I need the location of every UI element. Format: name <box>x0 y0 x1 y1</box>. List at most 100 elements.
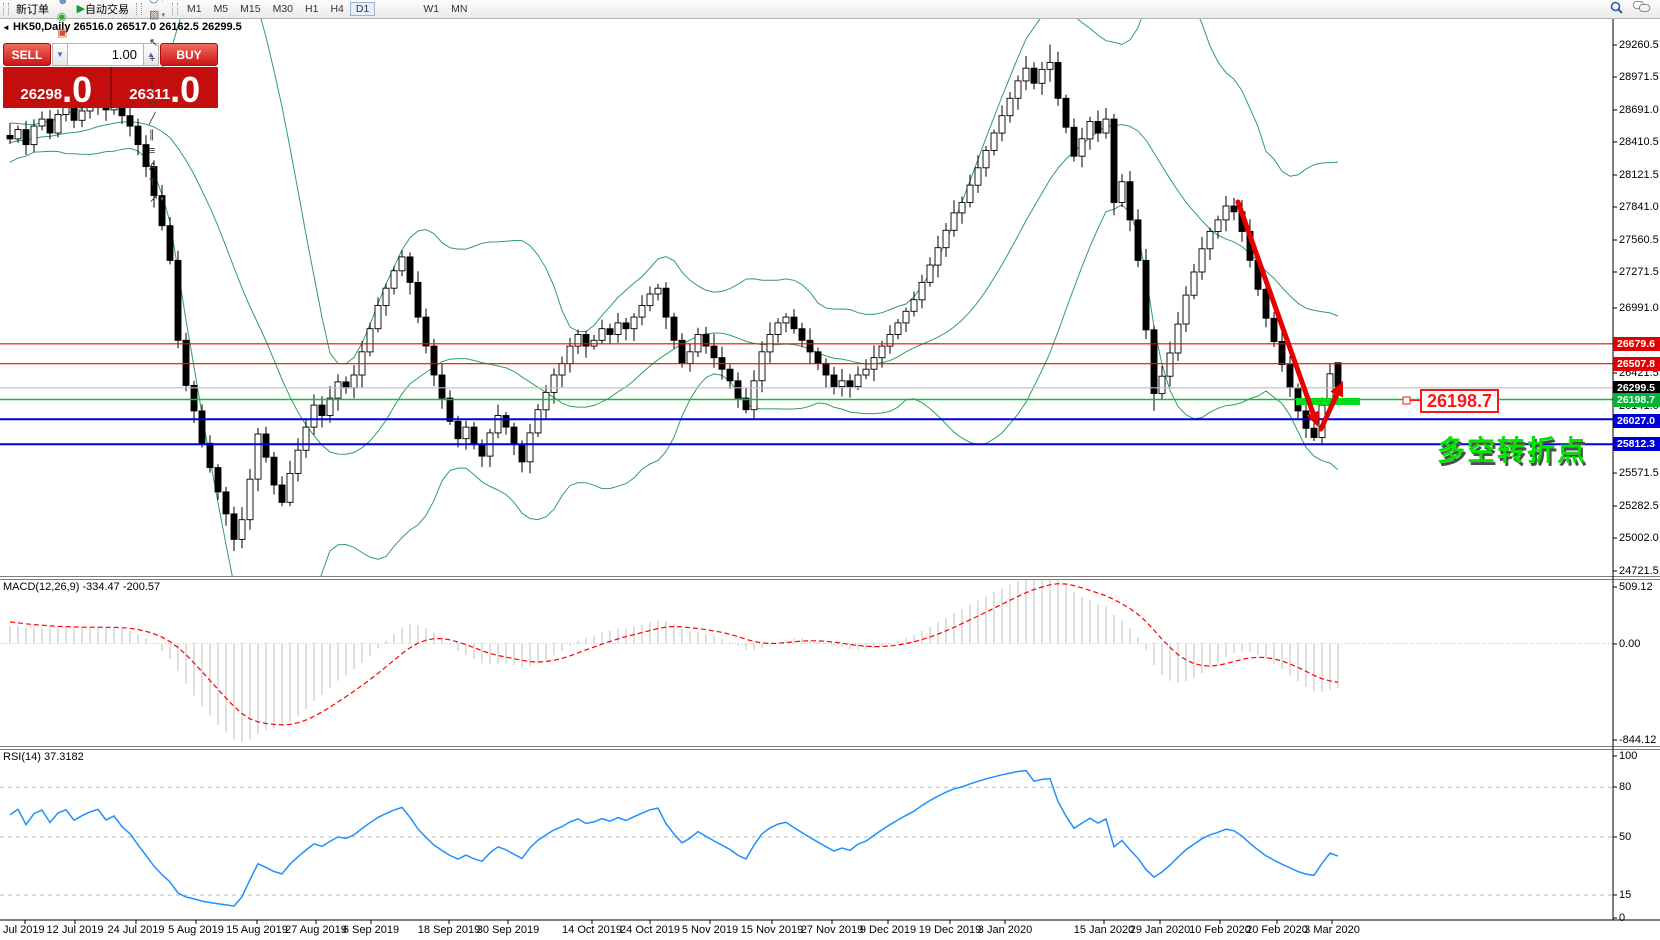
volume-decrease-button[interactable]: ▼ <box>52 43 68 66</box>
dropdown-arrow-icon[interactable]: ▾ <box>161 12 165 19</box>
price-axis-label: 24721.5 <box>1619 565 1659 577</box>
periods-icon[interactable]: ◷▾ <box>145 0 169 7</box>
buy-price-frac: .0 <box>170 69 201 111</box>
time-axis-label: 5 Aug 2019 <box>168 924 224 936</box>
toolbar-grip[interactable] <box>136 3 143 15</box>
periods-icon: ◷ <box>149 0 159 7</box>
channel-icon: ∥ <box>149 129 155 141</box>
trend-arrow-down[interactable] <box>1235 199 1320 427</box>
vline-icon: │ <box>149 81 156 93</box>
rsi-axis-label: 15 <box>1619 889 1632 901</box>
timeframe-mn-button[interactable]: MN <box>451 2 468 15</box>
sell-price[interactable]: 26298.0 <box>3 67 110 108</box>
label-icon[interactable]: T <box>145 175 169 191</box>
price-axis-label: 28971.5 <box>1619 71 1659 83</box>
time-axis-label: 27 Nov 2019 <box>800 924 864 936</box>
sell-button[interactable]: SELL <box>3 43 51 66</box>
crosshair-icon[interactable]: + <box>145 51 169 67</box>
dropdown-arrow-icon[interactable]: ▾ <box>160 196 164 203</box>
time-axis-label: 24 Oct 2019 <box>620 924 680 936</box>
timeframe-h4-button[interactable]: H4 <box>330 2 344 15</box>
time-axis-label: 27 Aug 2019 <box>285 924 347 936</box>
crosshair-icon: + <box>149 53 156 65</box>
candles-layer <box>6 44 1342 551</box>
timeframe-m5-button[interactable]: M5 <box>213 2 229 15</box>
price-axis-label: 25571.5 <box>1619 467 1659 479</box>
time-axis-label: 15 Aug 2019 <box>226 924 288 936</box>
highlight-bar[interactable] <box>1296 398 1360 405</box>
timeframe-h1-button[interactable]: H1 <box>305 2 319 15</box>
hline-icon: ─ <box>149 97 157 109</box>
time-axis-label: 12 Jul 2019 <box>46 924 104 936</box>
price-axis-label: 29260.5 <box>1619 39 1659 51</box>
autotrade-play-icon: ▶ <box>76 3 86 15</box>
timeframe-m15-button[interactable]: M15 <box>240 2 261 15</box>
arrows-icon[interactable]: ↗ ▾ <box>145 191 169 207</box>
macd-label: MACD(12,26,9) -334.47 -200.57 <box>3 581 161 593</box>
time-axis-label: 5 Nov 2019 <box>681 924 739 936</box>
time-axis-label: 20 Feb 2020 <box>1246 924 1308 936</box>
panel-separators[interactable] <box>0 576 1660 750</box>
timeframe-m1-button[interactable]: M1 <box>186 2 202 15</box>
price-axis-badge: 25812.3 <box>1613 437 1660 451</box>
price-callout-label[interactable]: 26198.7 <box>1420 389 1499 413</box>
toolbar: 新订单 ◆☻◉▣ ▶ 自动交易 ▤◫∿⊕⊖▦⇥⇤+▾◷▾▨▾↖+│─╱∥≡AT↗… <box>0 0 1660 205</box>
trendline-icon: ╱ <box>149 113 156 125</box>
one-click-trading-panel: SELL ▼ 1.00 ▲ BUY 26298.0 26311.0 <box>3 43 218 108</box>
price-axis-label: 27841.0 <box>1619 201 1659 213</box>
channel-icon[interactable]: ∥ <box>145 127 169 143</box>
new-order-button[interactable]: 新订单 <box>12 1 53 17</box>
volume-input[interactable]: 1.00 <box>68 43 143 66</box>
price-axis-label: 27560.5 <box>1619 234 1659 246</box>
trend-arrow-up[interactable] <box>1318 381 1344 432</box>
time-axis-label: 15 Jan 2020 <box>1073 924 1135 936</box>
text-icon[interactable]: A <box>145 159 169 175</box>
cursor-icon: ↖ <box>149 37 159 49</box>
axis-frame <box>0 18 1660 924</box>
signal-icon: ◉ <box>57 11 67 23</box>
volume-increase-button[interactable]: ▲ <box>143 43 159 66</box>
dropdown-arrow-icon[interactable]: ▾ <box>161 0 165 3</box>
callout-anchor[interactable] <box>1402 396 1411 405</box>
buy-price-int: 26311 <box>129 85 171 103</box>
profile-icon[interactable]: ☻ <box>53 0 73 9</box>
rsi-axis-label: 80 <box>1619 781 1632 793</box>
mql-community-icon[interactable]: ▣ <box>53 25 73 41</box>
search-icon[interactable] <box>1610 1 1623 17</box>
buy-button[interactable]: BUY <box>160 43 218 66</box>
price-axis-label: 26991.0 <box>1619 302 1659 314</box>
templates-icon: ▨ <box>149 9 160 21</box>
chat-icon[interactable] <box>1633 1 1650 17</box>
time-axis-label: 6 Sep 2019 <box>342 924 400 936</box>
buy-price[interactable]: 26311.0 <box>109 67 219 111</box>
time-axis-label: 24 Jul 2019 <box>107 924 165 936</box>
object-marker-icon: ◄ <box>2 23 10 32</box>
macd-axis-label: 509.12 <box>1619 581 1653 593</box>
price-axis-label: 28121.5 <box>1619 169 1659 181</box>
time-axis-label: 19 Dec 2019 <box>918 924 982 936</box>
trendline-icon[interactable]: ╱ <box>145 111 169 127</box>
price-axis-label: 27271.5 <box>1619 266 1659 278</box>
turning-point-note[interactable]: 多空转折点 <box>1437 435 1588 466</box>
macd-axis-label: -844.12 <box>1619 734 1657 746</box>
cursor-icon[interactable]: ↖ <box>145 35 169 51</box>
time-axis-label: 14 Oct 2019 <box>562 924 622 936</box>
macd-axis-label: 0.00 <box>1619 638 1641 650</box>
timeframe-d1-button[interactable]: D1 <box>349 1 376 16</box>
sell-price-frac: .0 <box>62 69 93 111</box>
timeframe-m30-button[interactable]: M30 <box>272 2 294 15</box>
toolbar-grip[interactable] <box>3 3 9 15</box>
auto-trading-button[interactable]: ▶ 自动交易 <box>73 1 133 17</box>
price-axis-label: 28410.5 <box>1619 136 1659 148</box>
signal-icon[interactable]: ◉ <box>53 9 73 25</box>
toolbar-grip[interactable] <box>171 3 178 15</box>
fibonacci-icon[interactable]: ≡ <box>145 143 169 159</box>
vline-icon[interactable]: │ <box>145 79 169 95</box>
rsi-indicator <box>0 769 1613 907</box>
templates-icon[interactable]: ▨ ▾ <box>145 7 169 23</box>
macd-indicator <box>0 580 1613 743</box>
timeframe-w1-button[interactable]: W1 <box>423 2 440 15</box>
price-axis-badge: 26027.0 <box>1613 414 1660 428</box>
hline-icon[interactable]: ─ <box>145 95 169 111</box>
